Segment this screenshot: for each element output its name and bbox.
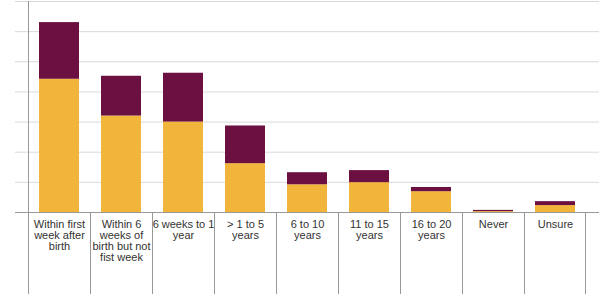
svg-text:6 to 10years: 6 to 10years (291, 218, 325, 241)
svg-text:Within 6weeks ofbirth but notf: Within 6weeks ofbirth but notfist week (92, 218, 150, 263)
svg-text:11 to 15years: 11 to 15years (350, 218, 389, 241)
svg-text:16 to 20years: 16 to 20years (412, 218, 452, 241)
svg-text:Unsure: Unsure (538, 218, 573, 230)
svg-text:Never: Never (479, 218, 509, 230)
svg-text:Within firstweek afterbirth: Within firstweek afterbirth (33, 218, 85, 252)
svg-text:6 weeks to 1year: 6 weeks to 1year (153, 218, 215, 241)
svg-text:> 1 to 5years: > 1 to 5years (227, 218, 264, 241)
